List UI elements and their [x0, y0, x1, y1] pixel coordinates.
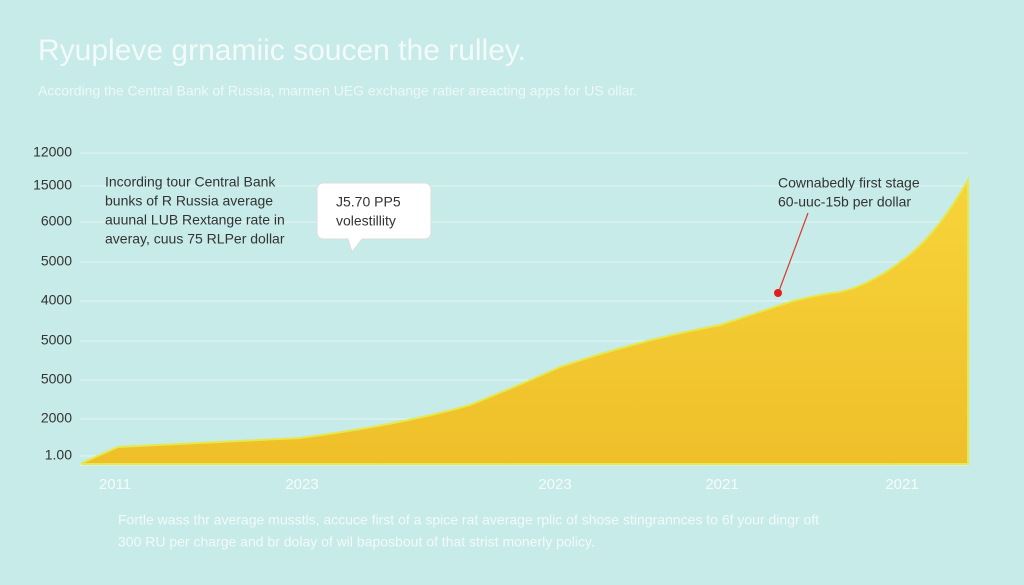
annotation-text: Incording tour Central Bank — [105, 174, 276, 190]
x-tick-label: 2023 — [538, 476, 571, 493]
footnote: 300 RU per charge and br dolay of wil ba… — [118, 534, 595, 550]
annotation-text: bunks of R Russia average — [105, 193, 273, 209]
annotation-text: volestillity — [336, 213, 396, 229]
x-tick-label: 2021 — [705, 476, 738, 493]
x-tick-label: 2023 — [285, 476, 318, 493]
annotations: Incording tour Central Bank bunks of R Ru… — [105, 174, 920, 297]
pointer-line — [778, 212, 809, 292]
y-tick-label: 4000 — [41, 292, 72, 308]
y-tick-label: 15000 — [33, 177, 72, 193]
annotation-text: averay, cuus 75 RLPer dollar — [105, 231, 285, 247]
annotation-text: auunal LUB Rextange rate in — [105, 212, 285, 228]
y-tick-label: 5000 — [41, 371, 72, 387]
x-tick-label: 2021 — [885, 476, 918, 493]
pointer-dot — [774, 289, 782, 297]
y-tick-label: 1.00 — [45, 447, 72, 463]
annotation-text: J5.70 PP5 — [336, 194, 401, 210]
y-tick-label: 6000 — [41, 213, 72, 229]
y-tick-label: 12000 — [33, 144, 72, 160]
area — [81, 176, 969, 465]
chart-title: Ryupleve grnamiic soucen the rulley. — [38, 34, 526, 67]
annotation-text: 60-uuc-15b per dollar — [778, 194, 911, 210]
y-tick-label: 5000 — [41, 332, 72, 348]
footnote: Fortle wass thr average musstls, accuce … — [118, 512, 819, 528]
x-tick-label: 2011 — [99, 476, 131, 493]
y-tick-label: 5000 — [41, 253, 72, 269]
speech-bubble — [316, 182, 432, 254]
subtitle: According the Central Bank of Russia, ma… — [38, 83, 637, 99]
annotation-text: Cownabedly first stage — [778, 175, 920, 191]
y-tick-label: 2000 — [41, 410, 72, 426]
